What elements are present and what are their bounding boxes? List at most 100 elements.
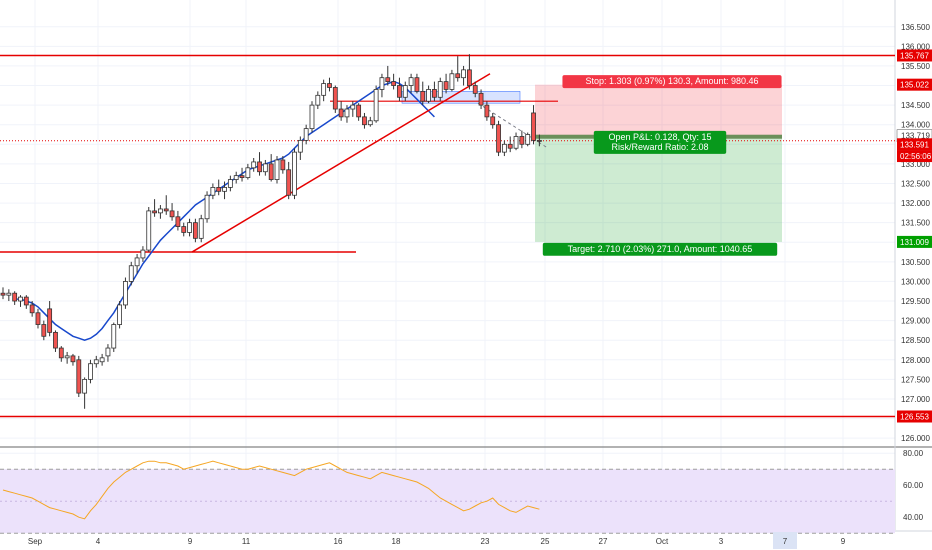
candle (443, 73, 449, 94)
candle (478, 89, 484, 110)
time-tick-label: Oct (656, 537, 669, 546)
candle (426, 85, 431, 104)
candle-body (461, 69, 466, 79)
candle (449, 69, 455, 92)
candle (70, 353, 76, 366)
candle-body (437, 81, 443, 98)
candle-body (466, 69, 472, 86)
candle-body (315, 94, 321, 106)
axis-price-tag: 131.009 (897, 235, 932, 248)
candle-body (47, 308, 53, 333)
candle (169, 203, 175, 221)
candle-body (303, 128, 309, 141)
candle (525, 132, 531, 147)
candle (158, 205, 163, 219)
time-tick-label: Sep (28, 537, 43, 546)
candle-body (163, 208, 169, 212)
price-tick-label: 136.500 (901, 23, 930, 32)
candle (245, 163, 251, 180)
candle-body (134, 257, 140, 267)
time-tick-label: 4 (96, 537, 101, 546)
time-highlight (773, 532, 797, 549)
candle (303, 124, 309, 145)
target-label-text: Target: 2.710 (2.03%) 271.0, Amount: 104… (568, 244, 753, 254)
candle (128, 261, 134, 286)
candle (268, 154, 274, 182)
stop-label-bg (562, 75, 782, 89)
candle (198, 214, 204, 243)
price-tick-label: 130.000 (901, 277, 930, 286)
candle-body (210, 186, 216, 196)
candle (437, 77, 443, 102)
stop-zone (535, 84, 782, 136)
long-position-zone[interactable] (401, 84, 782, 242)
candle (292, 148, 297, 200)
candle-body (443, 81, 449, 90)
candle (408, 73, 414, 94)
axis-price-tag: 135.767 (897, 49, 932, 62)
candle (327, 77, 332, 92)
axis-price-tag-text: 135.767 (900, 51, 929, 60)
candle (35, 308, 41, 329)
candle (99, 353, 105, 366)
candle (239, 167, 245, 182)
candle-body (408, 77, 414, 86)
axis-price-tag-text: 126.553 (900, 412, 929, 421)
candle-body (525, 134, 531, 145)
candle (519, 130, 525, 149)
candle-body (414, 77, 420, 92)
candle-body (321, 83, 327, 96)
candle (18, 295, 23, 307)
candle (397, 77, 402, 102)
candle-body (64, 355, 70, 359)
candle-body (23, 296, 29, 306)
candle-body (35, 312, 41, 325)
candle (321, 79, 327, 102)
trendline[interactable] (191, 73, 491, 253)
time-tick-label: 9 (188, 537, 193, 546)
candle-body (105, 347, 111, 357)
candle (105, 344, 111, 362)
price-tick-label: 126.000 (901, 434, 930, 443)
candle-body (338, 108, 344, 118)
axis-price-tag-text: 02:56:06 (900, 152, 932, 161)
price-tick-label: 135.500 (901, 62, 930, 71)
candle-body (88, 363, 93, 380)
rsi-axis[interactable]: 80.00 60.00 40.00 (903, 449, 924, 522)
time-tick-label: 25 (541, 537, 550, 546)
candle (344, 105, 350, 123)
candle (297, 136, 303, 160)
candle-body (152, 210, 157, 214)
candle (262, 159, 268, 176)
price-tick-label: 129.000 (901, 317, 930, 326)
candle (233, 171, 239, 184)
pnl-label-bg (593, 130, 727, 154)
candle-body (536, 139, 542, 142)
rsi-line (2, 460, 540, 520)
candle (385, 65, 391, 86)
price-tick-label: 132.000 (901, 199, 930, 208)
candle (175, 210, 181, 231)
price-tick-label: 134.500 (901, 101, 930, 110)
candle (274, 156, 280, 184)
axis-price-tag-bg (897, 138, 932, 151)
candle (501, 140, 507, 157)
candle-body (251, 161, 257, 169)
candle-body (29, 304, 35, 314)
time-tick-label: 23 (481, 537, 490, 546)
axis-price-tag-text: 133.591 (900, 140, 929, 149)
time-axis[interactable]: Sep 4 9 11 16 18 23 25 27 Oct 3 7 9 (28, 532, 846, 549)
candle (41, 320, 47, 341)
candle-body (420, 91, 426, 102)
stop-label: Stop: 1.303 (0.97%) 130.3, Amount: 980.4… (562, 75, 782, 89)
horizontal-levels[interactable] (0, 54, 895, 418)
candle-body (472, 85, 478, 94)
candle (204, 191, 210, 223)
time-tick-label: 18 (392, 537, 401, 546)
rsi-band (0, 468, 895, 534)
candle-body (268, 163, 274, 180)
candle-body (227, 179, 233, 188)
axis-price-tag-text: 135.022 (900, 81, 929, 90)
